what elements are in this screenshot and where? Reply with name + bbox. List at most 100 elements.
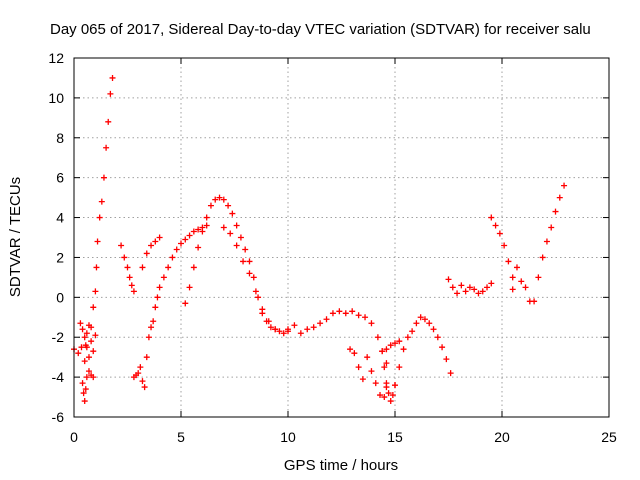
data-point [535, 274, 542, 281]
data-point [462, 288, 469, 295]
data-point [195, 226, 202, 233]
data-point [539, 254, 546, 261]
data-point [225, 202, 232, 209]
data-point [409, 328, 416, 335]
data-point [128, 282, 135, 289]
data-point [178, 240, 184, 247]
y-tick-label: 8 [56, 130, 64, 146]
data-point [383, 346, 390, 353]
data-point [152, 304, 159, 311]
data-point [439, 344, 446, 351]
data-point [93, 264, 100, 271]
series-arc-13 [392, 314, 454, 389]
data-point [381, 394, 388, 401]
data-point [475, 290, 482, 297]
data-point [509, 274, 516, 281]
data-point [304, 326, 311, 333]
data-point [417, 314, 424, 321]
data-point [387, 398, 394, 405]
data-point [169, 254, 176, 261]
data-point [291, 322, 298, 329]
data-point [96, 214, 103, 221]
y-tick-label: 4 [56, 210, 64, 226]
data-point [165, 264, 172, 271]
data-point [154, 294, 161, 301]
data-point [492, 222, 499, 229]
data-point [488, 280, 495, 287]
data-point [349, 308, 356, 315]
data-point [505, 258, 512, 265]
data-point [137, 364, 144, 371]
data-point [449, 284, 456, 291]
data-point [195, 244, 202, 251]
x-tick-label: 25 [601, 429, 617, 445]
y-tick-label: -4 [52, 369, 65, 385]
data-point [351, 350, 358, 357]
data-point [105, 118, 112, 125]
series-arc-15 [445, 276, 495, 297]
data-point [518, 278, 525, 285]
data-point [75, 350, 82, 357]
data-point [509, 286, 516, 293]
data-point [381, 364, 388, 371]
data-point [496, 230, 503, 237]
data-point [182, 236, 189, 243]
data-point [148, 242, 155, 249]
data-point [396, 338, 403, 345]
data-point [285, 326, 291, 333]
data-point [237, 234, 244, 241]
data-point [342, 310, 349, 317]
data-point [267, 324, 274, 331]
data-point [139, 378, 146, 385]
data-point [81, 358, 88, 365]
data-point [233, 222, 240, 229]
data-point [182, 300, 189, 307]
data-point [259, 306, 266, 313]
data-point [190, 264, 197, 271]
data-point [413, 320, 420, 327]
data-point [362, 314, 369, 321]
data-point [156, 234, 163, 241]
chart-title: Day 065 of 2017, Sidereal Day-to-day VTE… [50, 21, 591, 38]
data-point [364, 354, 371, 361]
data-point [522, 284, 529, 291]
x-tick-label: 10 [280, 429, 296, 445]
data-point [83, 374, 90, 381]
data-point [199, 228, 206, 235]
data-point [150, 318, 157, 325]
data-point [90, 374, 97, 381]
y-tick-label: 10 [48, 90, 64, 106]
data-point [203, 222, 210, 229]
data-point [430, 326, 437, 333]
data-point [479, 288, 486, 295]
data-point [531, 298, 538, 305]
series-arc-10 [285, 308, 390, 367]
data-point [310, 324, 317, 331]
data-point [404, 334, 411, 341]
series-arc-6 [130, 222, 210, 391]
data-point [447, 370, 454, 377]
data-point [454, 290, 461, 297]
data-point [543, 238, 550, 245]
data-point [242, 246, 249, 253]
data-point [130, 288, 137, 295]
data-point [92, 332, 99, 339]
data-point [355, 312, 362, 319]
data-point [561, 182, 568, 189]
data-point [255, 294, 262, 301]
data-point [336, 308, 343, 315]
data-point [156, 284, 163, 291]
data-point [143, 250, 150, 257]
data-point [434, 334, 441, 341]
x-tick-label: 15 [387, 429, 403, 445]
y-tick-label: 12 [48, 50, 64, 66]
data-point [79, 380, 86, 387]
data-point [276, 328, 283, 335]
data-point [148, 324, 155, 331]
data-point [272, 326, 279, 333]
data-point [81, 398, 88, 405]
data-point [392, 382, 398, 389]
y-axis-label: SDTVAR / TECUs [7, 177, 24, 297]
data-point [152, 238, 159, 245]
